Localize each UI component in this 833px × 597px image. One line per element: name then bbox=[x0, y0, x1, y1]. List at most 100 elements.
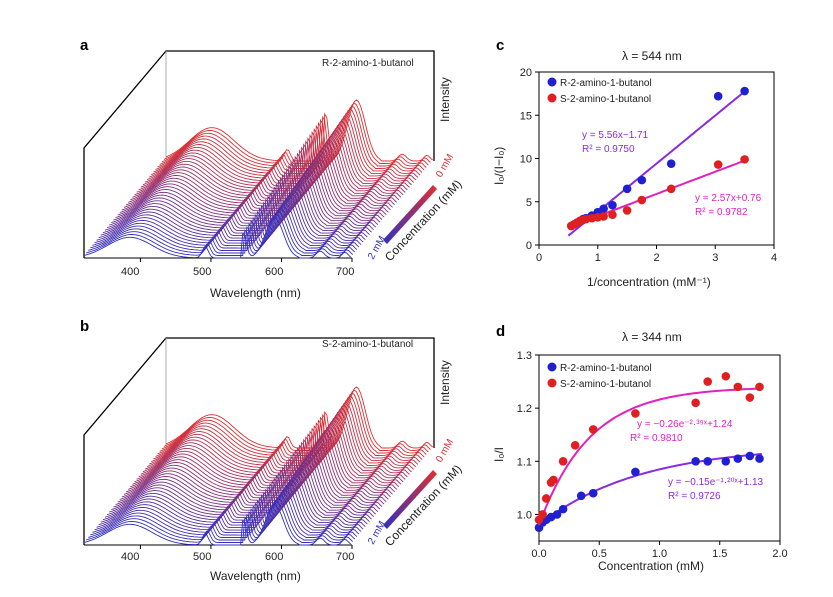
plot-area-c: 0 1 2 3 4 0 5 10 15 20 bbox=[520, 67, 777, 264]
waterfall-spectra-a bbox=[83, 50, 435, 262]
spectrum-trace bbox=[111, 464, 379, 514]
spectrum-trace bbox=[96, 199, 364, 244]
panel-letter-b: b bbox=[80, 318, 89, 335]
x-tick-a-700: 700 bbox=[336, 266, 354, 278]
z-axis-label-a: Intensity bbox=[438, 77, 452, 122]
data-point-series-1 bbox=[703, 377, 712, 386]
data-point-series-0 bbox=[608, 200, 617, 210]
spectrum-trace bbox=[140, 422, 408, 479]
spectrum-trace bbox=[102, 190, 370, 237]
spectrum-trace bbox=[151, 407, 419, 466]
x-tick-a-600: 600 bbox=[265, 266, 283, 278]
x-tick-label: 0.0 bbox=[531, 548, 546, 560]
data-point-series-0 bbox=[558, 504, 568, 514]
data-point-series-0 bbox=[622, 184, 632, 194]
concentration-arrow-b bbox=[383, 470, 437, 529]
data-point-series-0 bbox=[599, 204, 608, 213]
data-point-series-1 bbox=[721, 371, 731, 381]
spectrum-trace bbox=[92, 492, 360, 536]
spectrum-trace bbox=[115, 171, 383, 222]
y-tick-label: 10 bbox=[520, 154, 532, 166]
x-axis-label-d: Concentration (mM) bbox=[598, 559, 704, 573]
spectrum-trace bbox=[136, 428, 404, 484]
y-tick-label: 5 bbox=[526, 197, 532, 209]
spectrum-trace bbox=[104, 187, 372, 234]
x-tick-b-500: 500 bbox=[193, 551, 211, 563]
data-point-series-1 bbox=[558, 456, 568, 466]
y-axis-label-c: I₀/(I−I₀) bbox=[492, 147, 506, 185]
spectrum-trace bbox=[104, 474, 372, 521]
y-axis-label-d: I₀/I bbox=[492, 447, 506, 462]
x-tick-label: 1.0 bbox=[652, 548, 667, 560]
y-tick-label: 1.1 bbox=[517, 456, 532, 468]
scatter-panel-c: c λ = 544 nm 0 1 2 3 4 0 5 10 15 20 1/concentrati… bbox=[492, 37, 777, 289]
chart-title-c: λ = 544 nm bbox=[622, 49, 682, 63]
data-point-series-1 bbox=[745, 393, 755, 402]
x-tick-label: 0 bbox=[536, 252, 542, 264]
data-point-series-1 bbox=[588, 425, 598, 434]
data-point-series-1 bbox=[637, 195, 647, 205]
legend-marker-c-r bbox=[547, 77, 557, 87]
fit-r2-d-s: R² = 0.9810 bbox=[630, 433, 683, 444]
spectrum-trace bbox=[85, 214, 354, 256]
x-tick-a-500: 500 bbox=[193, 266, 211, 278]
spectrum-trace bbox=[100, 193, 368, 239]
spectrum-trace bbox=[153, 117, 421, 177]
fit-r2-d-r: R² = 0.9726 bbox=[668, 491, 721, 502]
data-point-series-1 bbox=[740, 155, 749, 164]
spectrum-trace bbox=[123, 446, 391, 499]
spectrum-trace bbox=[155, 114, 423, 174]
data-point-series-1 bbox=[733, 382, 743, 392]
legend-label-d-r: R-2-amino-1-butanol bbox=[560, 363, 652, 374]
legend-marker-d-s bbox=[547, 378, 557, 388]
spectrum-trace bbox=[119, 165, 387, 217]
data-point-series-1 bbox=[755, 382, 764, 392]
data-point-series-1 bbox=[549, 475, 558, 485]
z-axis-label-b: Intensity bbox=[438, 360, 452, 405]
x-tick-label: 3 bbox=[712, 252, 718, 264]
spectrum-trace bbox=[85, 501, 354, 543]
data-point-series-0 bbox=[755, 454, 764, 463]
spectrum-trace bbox=[132, 434, 400, 489]
legend-label-d-s: S-2-amino-1-butanol bbox=[560, 379, 651, 390]
x-tick-b-400: 400 bbox=[121, 551, 139, 563]
waterfall-panel-a: a R-2-amino-1-butanol Intensity Waveleng… bbox=[80, 37, 465, 300]
legend-marker-d-r bbox=[547, 362, 557, 372]
y-tick-label: 1.3 bbox=[517, 350, 532, 362]
legend-label-c-r: R-2-amino-1-butanol bbox=[560, 78, 652, 89]
y-tick-label: 0 bbox=[526, 240, 532, 252]
data-point-series-1 bbox=[541, 494, 551, 503]
y-tick-label: 1.0 bbox=[517, 509, 532, 521]
x-tick-label: 1.5 bbox=[712, 548, 727, 560]
spectrum-trace bbox=[94, 489, 362, 534]
data-point-series-1 bbox=[599, 212, 608, 221]
spectrum-trace bbox=[153, 404, 421, 464]
spectrum-trace bbox=[98, 483, 366, 529]
y-tick-label: 15 bbox=[520, 110, 532, 122]
spectrum-trace bbox=[117, 455, 385, 506]
data-point-series-0 bbox=[637, 175, 647, 185]
spectrum-trace bbox=[113, 174, 381, 224]
spectrum-trace bbox=[88, 498, 356, 541]
spectrum-trace bbox=[117, 168, 385, 219]
data-point-series-1 bbox=[608, 210, 617, 220]
legend-marker-c-s bbox=[547, 93, 557, 103]
waterfall-panel-b: b S-2-amino-1-butanol Intensity Waveleng… bbox=[80, 318, 465, 583]
spectrum-trace bbox=[115, 458, 383, 509]
depth-label-a: Concentration (mM) bbox=[382, 177, 465, 264]
x-axis-label-c: 1/concentration (mM⁻¹) bbox=[587, 275, 711, 289]
spectrum-trace bbox=[134, 431, 402, 486]
x-tick-label: 2.0 bbox=[772, 548, 787, 560]
x-tick-label: 1 bbox=[595, 252, 601, 264]
spectrum-trace bbox=[109, 180, 377, 229]
sample-label-b: S-2-amino-1-butanol bbox=[322, 339, 413, 350]
spectrum-trace bbox=[125, 443, 393, 496]
data-point-series-0 bbox=[703, 456, 712, 466]
panel-letter-d: d bbox=[496, 323, 505, 340]
chart-title-d: λ = 344 nm bbox=[622, 330, 682, 344]
spectrum-trace bbox=[151, 120, 419, 179]
data-point-series-0 bbox=[745, 451, 755, 461]
spectrum-trace bbox=[92, 205, 360, 249]
spectrum-trace bbox=[109, 467, 377, 516]
